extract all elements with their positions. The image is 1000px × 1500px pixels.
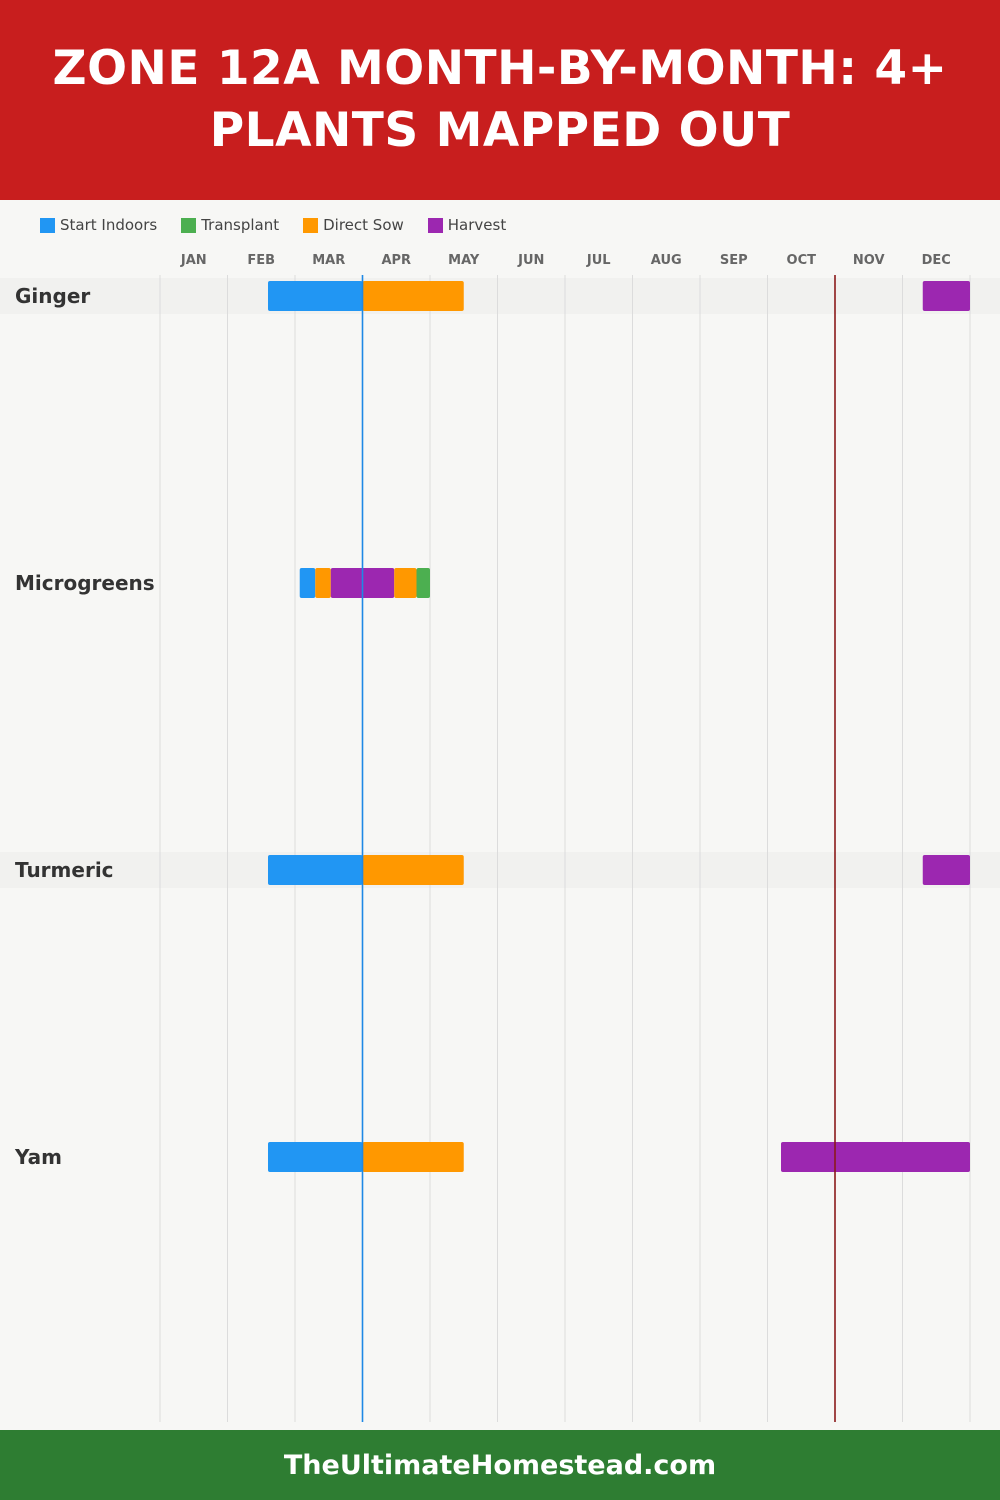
- page-title: ZONE 12A MONTH-BY-MONTH: 4+ PLANTS MAPPE…: [52, 41, 948, 158]
- legend-item-harvest: Harvest: [427, 216, 507, 234]
- bar-start-indoors: [299, 568, 316, 598]
- bar-start-indoors: [268, 855, 363, 885]
- footer-banner: TheUltimateHomestead.com: [0, 1430, 1000, 1500]
- bar-transplant: [416, 568, 430, 598]
- row-band: [0, 852, 1000, 888]
- legend-swatch-harvest: [427, 217, 443, 233]
- bar-direct-sow: [394, 568, 417, 598]
- month-label: OCT: [787, 253, 817, 268]
- month-label: JUL: [586, 253, 611, 268]
- bar-direct-sow: [362, 281, 464, 311]
- plant-label: Microgreens: [15, 571, 155, 595]
- legend-item-direct-sow: Direct Sow: [303, 216, 404, 234]
- legend-swatch-start-indoors: [40, 217, 55, 233]
- legend-label-transplant: Transplant: [201, 216, 280, 234]
- legend-swatch-direct-sow: [303, 217, 319, 233]
- bar-harvest: [781, 1142, 970, 1172]
- bar-direct-sow: [315, 568, 331, 598]
- site-url: TheUltimateHomestead.com: [283, 1449, 717, 1481]
- plant-label: Yam: [14, 1145, 62, 1169]
- month-label: DEC: [922, 253, 951, 268]
- month-label: SEP: [720, 253, 748, 268]
- month-label: MAR: [312, 253, 345, 268]
- month-label: AUG: [651, 253, 682, 268]
- legend-label-start-indoors: Start Indoors: [60, 216, 158, 234]
- header-banner: ZONE 12A MONTH-BY-MONTH: 4+ PLANTS MAPPE…: [0, 0, 1000, 200]
- month-label: APR: [381, 253, 411, 268]
- legend-swatch-transplant: [181, 217, 197, 233]
- row-band: [0, 278, 1000, 314]
- bar-direct-sow: [362, 855, 464, 885]
- legend-item-start-indoors: Start Indoors: [40, 216, 157, 234]
- month-label: JAN: [180, 253, 207, 268]
- legend-label-direct-sow: Direct Sow: [323, 216, 404, 234]
- bar-harvest: [922, 281, 970, 311]
- bar-direct-sow: [362, 1142, 464, 1172]
- chart-legend: Start Indoors Transplant Direct Sow Harv…: [40, 216, 506, 234]
- legend-item-transplant: Transplant: [181, 216, 279, 234]
- bar-start-indoors: [268, 281, 363, 311]
- month-label: NOV: [853, 253, 885, 268]
- month-label: MAY: [448, 253, 480, 268]
- bar-harvest: [922, 855, 970, 885]
- month-label: JUN: [517, 253, 544, 268]
- bar-start-indoors: [268, 1142, 363, 1172]
- plant-label: Turmeric: [15, 858, 114, 882]
- plant-label: Ginger: [15, 284, 90, 308]
- legend-label-harvest: Harvest: [447, 216, 507, 234]
- month-label: FEB: [247, 253, 275, 268]
- planting-calendar-chart: JAN FEB MAR APR MAY JUN JUL AUG SEP OCT NOV DEC Ging…: [0, 253, 1000, 1422]
